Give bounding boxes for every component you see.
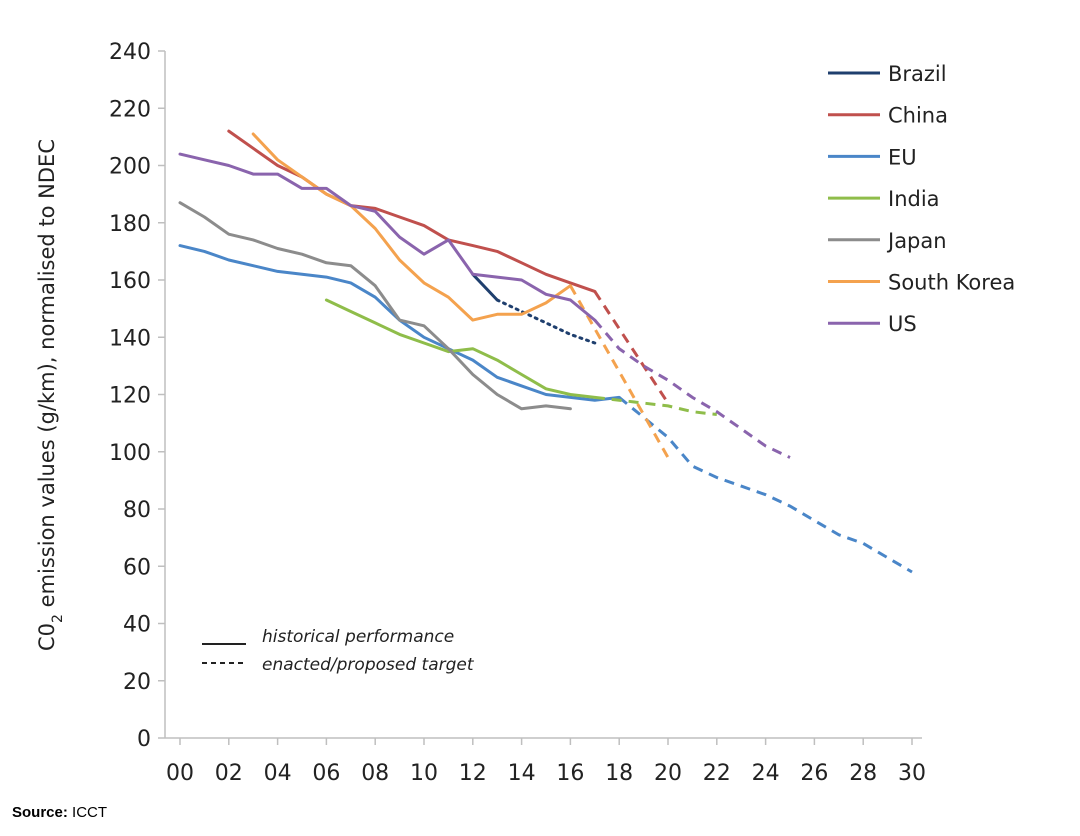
x-tick-label: 14 (508, 761, 536, 786)
series-china-target-line (593, 290, 670, 404)
legend-item-eu: EU (828, 145, 917, 169)
x-tick-label: 10 (410, 761, 438, 786)
series-japan (178, 201, 572, 411)
y-tick-label: 40 (123, 613, 151, 638)
series-eu-historical-line (178, 244, 621, 402)
source-value: ICCT (67, 804, 108, 821)
series-us (178, 152, 791, 459)
y-tick-label: 100 (109, 441, 151, 466)
series-brazil (471, 272, 597, 345)
x-tick-label: 26 (800, 761, 828, 786)
legend: Brazil China EU India Japan South Korea US (828, 62, 1015, 336)
legend-item-japan: Japan (828, 229, 947, 253)
x-tick-label: 28 (849, 761, 877, 786)
series-us-target-line (593, 319, 791, 459)
x-tick-label: 00 (166, 761, 194, 786)
y-tick-label: 220 (109, 97, 151, 122)
source-note: Source: ICCT (12, 804, 107, 821)
legend-label: China (888, 104, 948, 128)
legend-label: EU (888, 145, 917, 169)
y-tick-label: 60 (123, 555, 151, 580)
series-south-korea (251, 132, 670, 459)
y-axis-label-pre: C0 (35, 623, 59, 651)
series-china-historical-line (227, 129, 597, 293)
series-japan-historical-line (178, 201, 572, 411)
series-india-historical-line (324, 298, 597, 399)
x-tick-label: 06 (312, 761, 340, 786)
series-south-korea-historical-line (251, 132, 572, 322)
x-tick-label: 04 (264, 761, 292, 786)
y-tick-label: 180 (109, 212, 151, 237)
y-axis-label: C02 emission values (g/km), normalised t… (35, 139, 66, 651)
series-layer (178, 129, 913, 574)
x-tick-label: 02 (215, 761, 243, 786)
y-tick-label: 0 (137, 727, 151, 752)
source-label: Source: (12, 804, 68, 821)
legend-label: US (888, 312, 917, 336)
legend-item-us: US (828, 312, 917, 336)
y-tick-label: 160 (109, 269, 151, 294)
historical-performance-label: historical performance (262, 627, 454, 647)
series-india (324, 298, 717, 416)
x-tick-label: 20 (654, 761, 682, 786)
x-tick-label: 16 (556, 761, 584, 786)
x-tick-label: 30 (898, 761, 926, 786)
legend-label: South Korea (888, 271, 1015, 295)
x-tick-label: 22 (703, 761, 731, 786)
legend-item-south-korea: South Korea (828, 271, 1015, 295)
y-tick-label: 20 (123, 670, 151, 695)
x-tick-label: 24 (752, 761, 780, 786)
x-tick-label: 12 (459, 761, 487, 786)
series-us-historical-line (178, 152, 597, 322)
y-tick-label: 120 (109, 384, 151, 409)
series-china (227, 129, 670, 404)
axes: 0 20 40 60 80 100 120 140 160 180 200 220 240 00 02 04 0… (109, 40, 926, 786)
legend-label: Brazil (888, 62, 947, 86)
legend-item-india: India (828, 187, 940, 211)
series-brazil-target-line (495, 298, 597, 345)
y-tick-label: 200 (109, 155, 151, 180)
series-india-target-line (594, 395, 717, 416)
line-style-legend: historical performance enacted/proposed … (202, 627, 475, 675)
legend-label: India (888, 187, 940, 211)
y-tick-label: 80 (123, 498, 151, 523)
series-brazil-historical-line (471, 272, 499, 302)
series-eu-target-line (618, 396, 913, 574)
y-axis-label-post: emission values (g/km), normalised to ND… (35, 139, 59, 614)
x-tick-label: 08 (361, 761, 389, 786)
y-axis-label-subscript: 2 (50, 614, 66, 623)
y-tick-label: 140 (109, 326, 151, 351)
legend-label: Japan (886, 229, 947, 253)
legend-item-china: China (828, 104, 948, 128)
y-tick-label: 240 (109, 40, 151, 65)
target-label: enacted/proposed target (262, 655, 475, 675)
legend-item-brazil: Brazil (828, 62, 947, 86)
x-tick-label: 18 (605, 761, 633, 786)
emissions-line-chart: C02 emission values (g/km), normalised t… (35, 40, 1015, 786)
